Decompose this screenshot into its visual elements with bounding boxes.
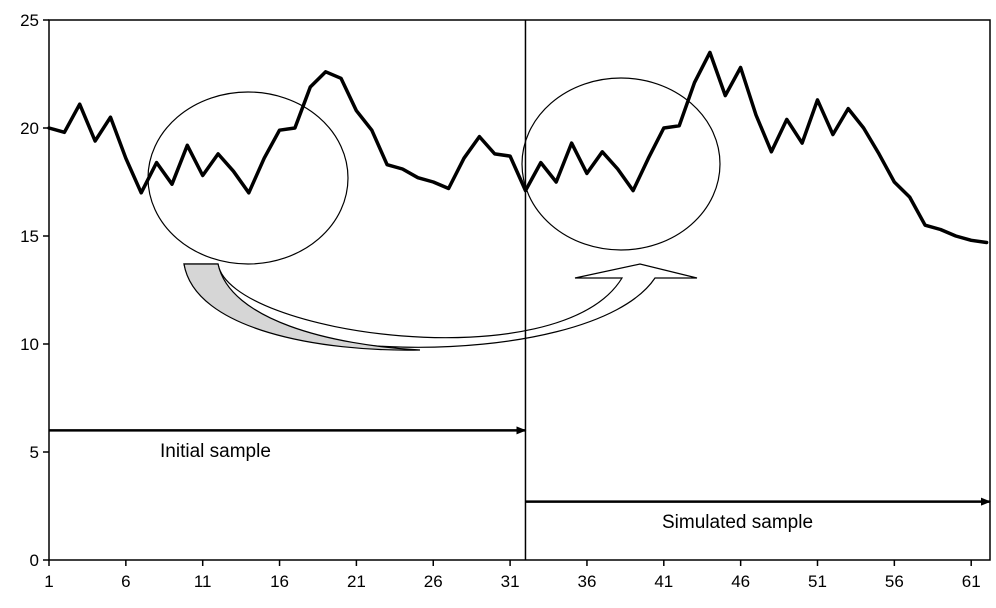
simulated-sample-label: Simulated sample — [662, 512, 813, 533]
series-line — [47, 50, 989, 245]
x-tick-label: 41 — [654, 572, 673, 591]
y-tick-label: 5 — [30, 443, 39, 462]
x-tick-label: 46 — [731, 572, 750, 591]
x-tick-label: 36 — [577, 572, 596, 591]
y-tick-label: 15 — [20, 227, 39, 246]
y-tick-label: 0 — [30, 551, 39, 570]
x-tick-label: 61 — [962, 572, 981, 591]
y-tick-label: 25 — [20, 11, 39, 30]
y-tick-label: 20 — [20, 119, 39, 138]
x-axis-ticks: 1 6 11 16 21 26 31 36 41 46 51 56 61 — [44, 560, 981, 591]
y-tick-label: 10 — [20, 335, 39, 354]
x-tick-label: 16 — [270, 572, 289, 591]
x-tick-label: 6 — [121, 572, 130, 591]
y-axis-ticks: 0 5 10 15 20 25 — [20, 11, 49, 570]
x-tick-label: 1 — [44, 572, 53, 591]
plot-area — [48, 19, 991, 561]
x-tick-label: 51 — [808, 572, 827, 591]
initial-sample-label: Initial sample — [160, 441, 271, 462]
resampling-arrow-shade — [183, 263, 421, 351]
x-tick-label: 56 — [885, 572, 904, 591]
source-block-circle — [147, 91, 349, 265]
x-tick-label: 11 — [194, 572, 212, 591]
x-tick-label: 31 — [501, 572, 520, 591]
target-block-circle — [521, 77, 721, 251]
resampling-arrow — [183, 263, 698, 348]
x-tick-label: 21 — [347, 572, 366, 591]
x-tick-label: 26 — [424, 572, 443, 591]
